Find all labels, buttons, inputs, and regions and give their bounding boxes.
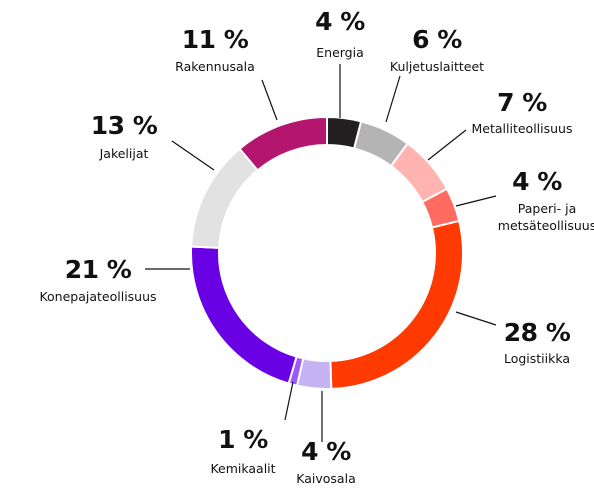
- category-label: Kemikaalit: [210, 461, 276, 476]
- value-label: 4 %: [315, 7, 365, 36]
- donut-slice: [190, 147, 259, 249]
- category-label: Kaivosala: [296, 471, 356, 486]
- donut-slice: [190, 245, 298, 385]
- category-label: Rakennusala: [175, 59, 255, 74]
- leader-line: [171, 140, 215, 171]
- category-label: Kuljetuslaitteet: [389, 59, 485, 74]
- value-label: 4 %: [512, 167, 562, 196]
- value-label: 13 %: [90, 111, 158, 140]
- donut-slice: [238, 115, 328, 172]
- leader-line: [455, 195, 497, 207]
- value-label: 21 %: [64, 255, 132, 284]
- value-label: 11 %: [181, 25, 249, 54]
- donut-slice: [329, 219, 464, 390]
- leader-line: [261, 79, 278, 121]
- value-label: 1 %: [218, 425, 268, 454]
- category-label: Energia: [316, 45, 364, 60]
- value-label: 4 %: [301, 437, 351, 466]
- category-label: Metalliteollisuus: [471, 121, 573, 136]
- leader-line: [385, 75, 401, 123]
- value-label: 7 %: [497, 88, 547, 117]
- category-label: Konepajateollisuus: [39, 289, 157, 304]
- category-label: Jakelijat: [99, 146, 149, 161]
- value-label: 6 %: [412, 25, 462, 54]
- leader-line: [455, 311, 497, 326]
- category-label: Logistiikka: [503, 351, 571, 366]
- category-label: Paperi- ja metsäteollisuus: [497, 201, 594, 233]
- leader-line: [284, 381, 294, 421]
- leader-line: [427, 129, 467, 161]
- value-label: 28 %: [503, 318, 571, 347]
